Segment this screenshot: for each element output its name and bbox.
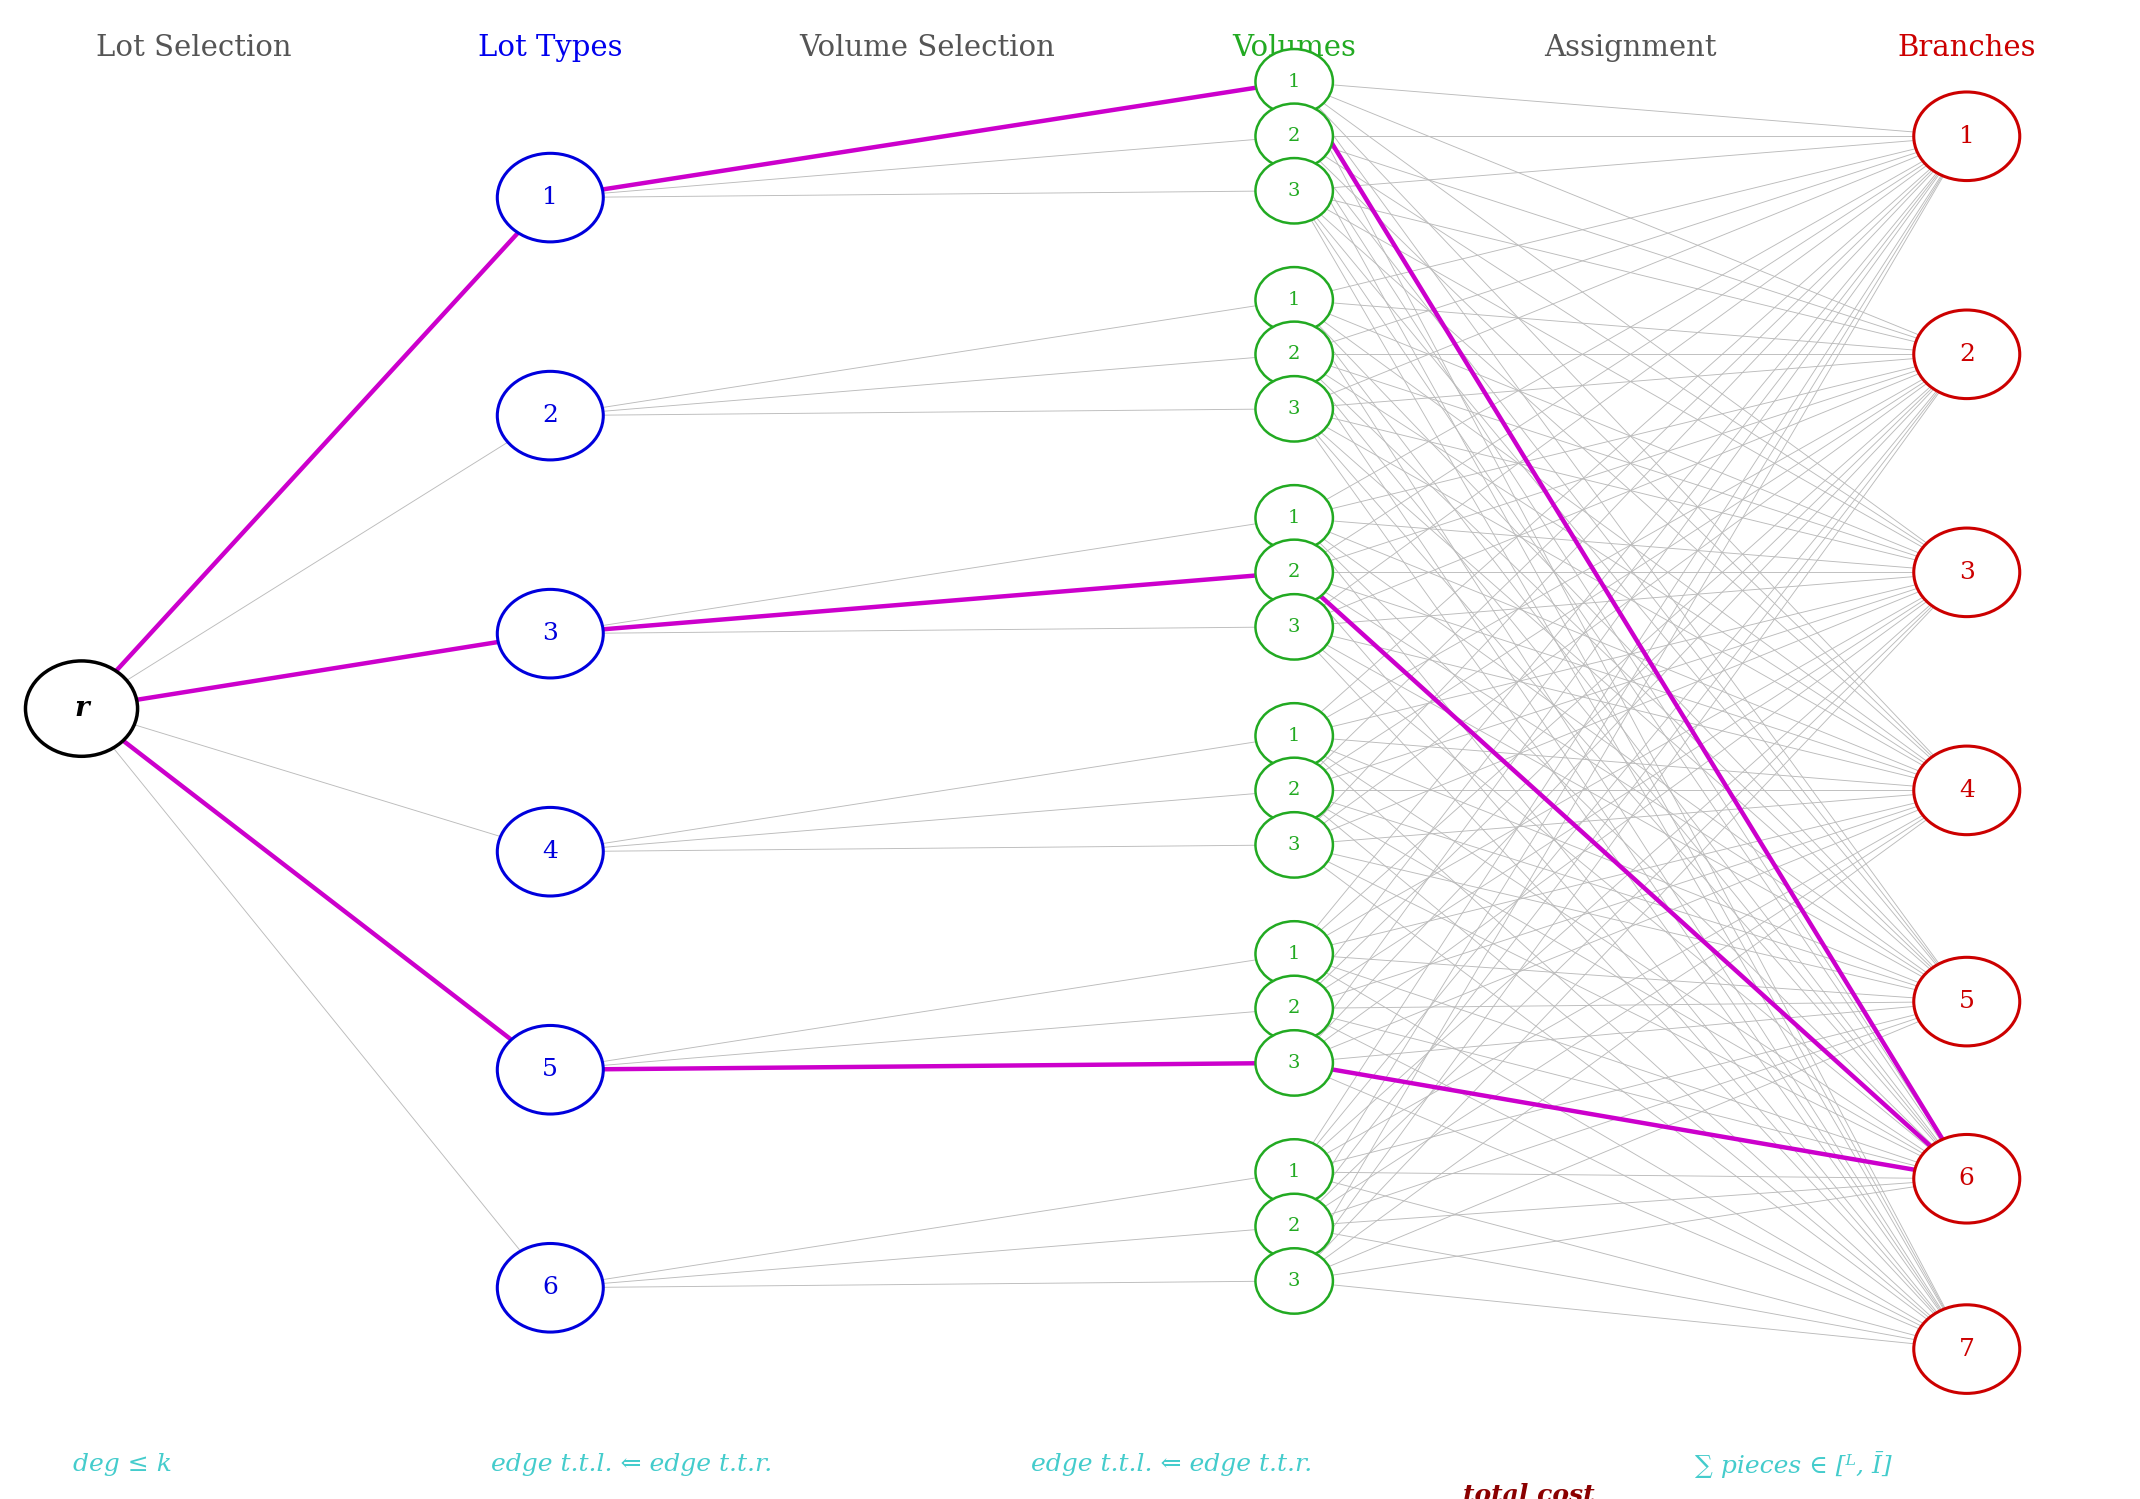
Ellipse shape: [1256, 322, 1333, 387]
Text: 1: 1: [1288, 727, 1301, 745]
Ellipse shape: [1256, 540, 1333, 606]
Text: edge t.t.l. ⇐ edge t.t.r.: edge t.t.l. ⇐ edge t.t.r.: [492, 1454, 773, 1477]
Ellipse shape: [1256, 1030, 1333, 1096]
Text: 3: 3: [1288, 618, 1301, 636]
Ellipse shape: [1256, 267, 1333, 333]
Text: 2: 2: [1288, 564, 1301, 582]
Text: total cost: total cost: [1464, 1483, 1594, 1499]
Text: 2: 2: [541, 405, 559, 427]
Text: 2: 2: [1288, 1000, 1301, 1018]
Text: 2: 2: [1958, 343, 1975, 366]
Ellipse shape: [1256, 376, 1333, 442]
Text: Lot Types: Lot Types: [477, 33, 623, 61]
Ellipse shape: [496, 153, 603, 241]
Text: 4: 4: [541, 841, 559, 863]
Ellipse shape: [1256, 922, 1333, 986]
Text: 6: 6: [541, 1276, 559, 1300]
Ellipse shape: [1256, 812, 1333, 877]
Ellipse shape: [496, 589, 603, 678]
Ellipse shape: [1913, 1135, 2020, 1223]
Ellipse shape: [1256, 757, 1333, 823]
Text: 3: 3: [1288, 836, 1301, 854]
Ellipse shape: [496, 808, 603, 896]
Ellipse shape: [1256, 49, 1333, 114]
Text: 1: 1: [1288, 73, 1301, 91]
Text: 1: 1: [1288, 291, 1301, 309]
Ellipse shape: [1256, 1249, 1333, 1313]
Ellipse shape: [1256, 157, 1333, 223]
Text: 3: 3: [1288, 1273, 1301, 1291]
Ellipse shape: [1256, 486, 1333, 550]
Text: 5: 5: [1958, 991, 1975, 1013]
Text: Volume Selection: Volume Selection: [800, 33, 1055, 61]
Text: Lot Selection: Lot Selection: [96, 33, 291, 61]
Text: deg ≤ k: deg ≤ k: [73, 1454, 171, 1477]
Text: 2: 2: [1288, 127, 1301, 145]
Text: 6: 6: [1958, 1168, 1975, 1190]
Ellipse shape: [496, 1025, 603, 1114]
Ellipse shape: [496, 372, 603, 460]
Text: 3: 3: [1288, 1054, 1301, 1072]
Text: 4: 4: [1958, 779, 1975, 802]
Text: 3: 3: [541, 622, 559, 645]
Text: 5: 5: [541, 1058, 559, 1081]
Text: Branches: Branches: [1898, 33, 2035, 61]
Text: 1: 1: [1288, 944, 1301, 962]
Ellipse shape: [1913, 747, 2020, 835]
Ellipse shape: [26, 661, 137, 757]
Ellipse shape: [1256, 1193, 1333, 1259]
Text: r: r: [75, 696, 90, 723]
Ellipse shape: [1913, 958, 2020, 1046]
Ellipse shape: [1256, 594, 1333, 660]
Text: 1: 1: [1958, 124, 1975, 148]
Text: 1: 1: [541, 186, 559, 208]
Ellipse shape: [1256, 976, 1333, 1042]
Ellipse shape: [1256, 103, 1333, 169]
Text: 3: 3: [1288, 400, 1301, 418]
Text: 1: 1: [1288, 508, 1301, 526]
Text: 2: 2: [1288, 1217, 1301, 1235]
Text: 2: 2: [1288, 345, 1301, 363]
Ellipse shape: [1256, 1139, 1333, 1205]
Ellipse shape: [1913, 91, 2020, 180]
Text: 3: 3: [1288, 181, 1301, 199]
Ellipse shape: [1913, 310, 2020, 399]
Text: 7: 7: [1958, 1337, 1975, 1361]
Text: Volumes: Volumes: [1233, 33, 1357, 61]
Text: ∑ pieces ∈ [ᴸ, Ī]: ∑ pieces ∈ [ᴸ, Ī]: [1695, 1451, 1892, 1478]
Ellipse shape: [496, 1244, 603, 1333]
Text: edge t.t.l. ⇐ edge t.t.r.: edge t.t.l. ⇐ edge t.t.r.: [1031, 1454, 1312, 1477]
Ellipse shape: [1913, 1304, 2020, 1394]
Ellipse shape: [1256, 703, 1333, 769]
Text: 3: 3: [1958, 561, 1975, 583]
Ellipse shape: [1913, 528, 2020, 616]
Text: Assignment: Assignment: [1545, 33, 1716, 61]
Text: 1: 1: [1288, 1163, 1301, 1181]
Text: 2: 2: [1288, 781, 1301, 799]
